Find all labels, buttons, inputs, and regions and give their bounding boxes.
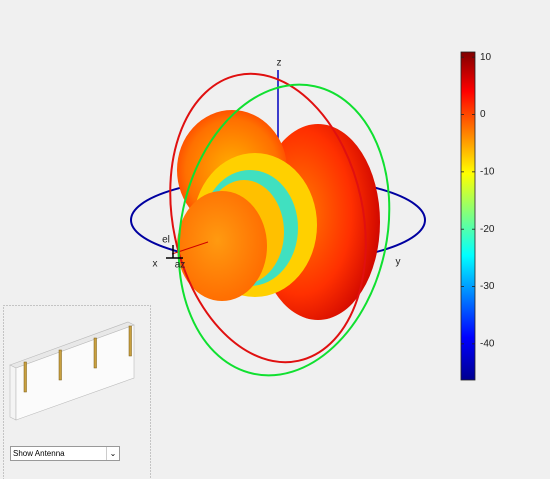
element [58, 349, 62, 381]
elevation-circle-red [169, 72, 367, 364]
element [93, 337, 97, 369]
panel-border [3, 305, 151, 479]
element [128, 325, 132, 357]
colorbar-tick-label: -20 [480, 224, 495, 235]
colorbar-tick-label: 10 [480, 52, 492, 63]
board-face [15, 324, 135, 421]
element [23, 361, 27, 393]
pattern-plot: z y x el az [130, 58, 426, 377]
dropdown-arrow[interactable]: ⌄ [106, 447, 119, 460]
colorbar-tick-label: -10 [480, 166, 495, 177]
board-edge [9, 364, 17, 421]
y-label: y [396, 257, 401, 268]
colorbar-tick-label: -40 [480, 339, 495, 350]
x-label: x [153, 259, 158, 270]
az-label: az [175, 260, 186, 271]
el-label: el [162, 235, 170, 246]
colorbar-tick-label: 0 [480, 109, 486, 120]
elevation-circle-green [177, 83, 391, 377]
colorbar-tick-label: -30 [480, 281, 495, 292]
antenna-panel [3, 305, 151, 479]
z-label: z [277, 58, 282, 69]
dropdown[interactable]: Show Antenna ⌄ [10, 446, 120, 461]
lobe-front [177, 191, 267, 301]
dropdown-text: Show Antenna [13, 449, 65, 458]
colorbar [460, 51, 476, 381]
